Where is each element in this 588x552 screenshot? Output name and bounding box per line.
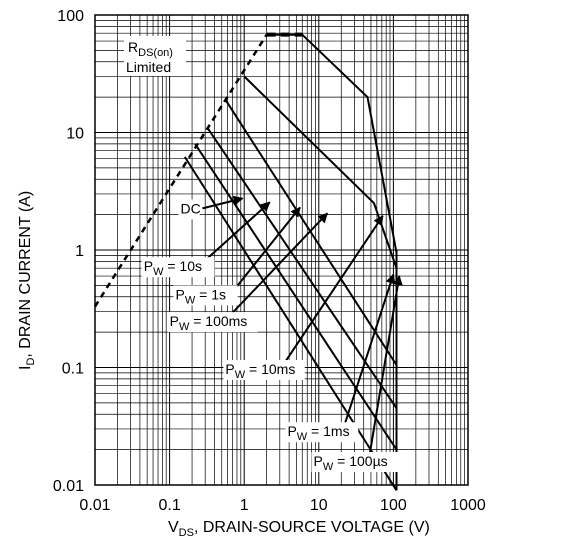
pulse-width-label: PW = 100ms xyxy=(170,313,248,333)
label-background xyxy=(141,257,215,278)
pulse-width-label: PW = 10ms xyxy=(225,361,295,381)
label-background xyxy=(167,312,258,333)
pulse-width-label: PW = 100µs xyxy=(314,453,388,473)
y-tick-label: 0.1 xyxy=(62,361,84,378)
label-background xyxy=(223,360,305,381)
x-tick-label: 0.1 xyxy=(158,497,180,514)
label-background xyxy=(178,199,200,220)
grid xyxy=(94,15,468,486)
label-arrow xyxy=(229,206,301,296)
annotations: RDS(on) Limited xyxy=(124,36,186,76)
rds-label: RDS(on) xyxy=(128,39,173,59)
x-tick-label: 1 xyxy=(240,497,249,514)
plot-frame xyxy=(94,14,469,486)
pulse-width-label: DC xyxy=(181,200,201,216)
label-arrow xyxy=(367,275,403,462)
tick-labels: 0.01 0.1 1 10 100 1000 100 10 1 0.1 0.01 xyxy=(53,8,486,514)
y-tick-label: 1 xyxy=(75,243,84,260)
label-arrow xyxy=(223,212,329,322)
label-background xyxy=(285,422,359,443)
soa-curve-DC xyxy=(183,156,398,491)
pulse-width-label: PW = 1ms xyxy=(287,423,349,443)
rds-label-background xyxy=(124,36,186,76)
x-tick-label: 100 xyxy=(380,497,407,514)
y-axis-label: ID, DRAIN CURRENT (A) xyxy=(17,191,37,370)
soa-curve-1ms xyxy=(266,33,398,253)
y-tick-label: 0.01 xyxy=(53,478,84,495)
x-tick-label: 0.01 xyxy=(79,497,110,514)
pulse-width-label: PW = 10s xyxy=(144,258,202,278)
rds-label-line2: Limited xyxy=(126,59,171,75)
pulse-width-label: PW = 1s xyxy=(176,286,226,306)
label-background xyxy=(311,452,402,473)
label-arrow xyxy=(341,273,396,432)
rds-limit-line xyxy=(93,34,268,308)
label-arrows: DC PW = 10s PW = 1s PW = 100ms PW = 10ms PW =… xyxy=(141,195,403,473)
x-tick-label: 10 xyxy=(310,497,328,514)
soa-curve-100ms xyxy=(224,99,398,366)
soa-curve-10s xyxy=(194,143,398,451)
label-arrow xyxy=(202,195,244,210)
label-arrow xyxy=(279,215,384,370)
y-tick-label: 100 xyxy=(57,8,84,25)
x-axis-label: VDS, DRAIN-SOURCE VOLTAGE (V) xyxy=(168,519,430,539)
x-tick-label: 1000 xyxy=(450,497,486,514)
label-background xyxy=(173,285,238,306)
soa-curves xyxy=(93,32,398,491)
y-tick-label: 10 xyxy=(66,126,84,143)
soa-curve-10ms xyxy=(243,75,398,269)
label-arrow xyxy=(198,201,271,267)
